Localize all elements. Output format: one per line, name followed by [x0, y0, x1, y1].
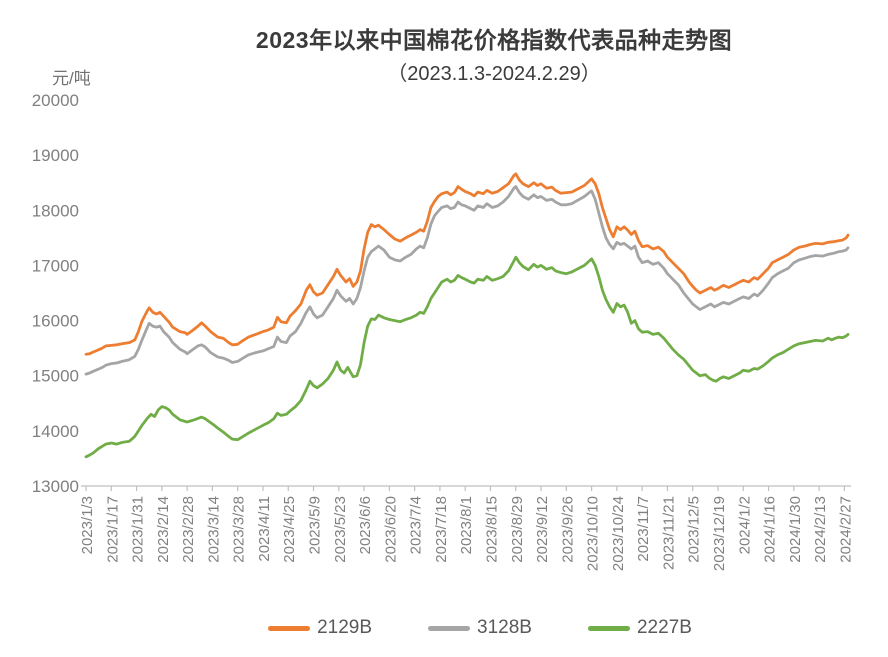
- x-axis: [81, 485, 851, 491]
- legend-label-2129B: 2129B: [317, 617, 373, 638]
- svg-text:2024/2/27: 2024/2/27: [837, 496, 854, 563]
- price-trend-plot: 20000 19000 18000 17000 16000 15000 14000 13000…: [32, 91, 855, 571]
- svg-text:2023/1/17: 2023/1/17: [104, 496, 121, 563]
- svg-text:2023/7/4: 2023/7/4: [408, 496, 425, 554]
- chart-title: 2023年以来中国棉花价格指数代表品种走势图: [255, 27, 733, 53]
- svg-text:2024/1/16: 2024/1/16: [762, 496, 779, 563]
- svg-text:2023/10/24: 2023/10/24: [610, 496, 627, 571]
- legend-item-2129B: 2129B: [268, 617, 372, 639]
- svg-text:2023/3/14: 2023/3/14: [205, 496, 222, 563]
- legend-line-swatch-3128B: [428, 625, 471, 631]
- svg-text:2023/9/26: 2023/9/26: [559, 496, 576, 563]
- series-line-2227B: [84, 255, 850, 459]
- svg-text:2023/1/31: 2023/1/31: [130, 496, 147, 563]
- svg-text:16000: 16000: [32, 312, 79, 331]
- svg-text:2023/4/25: 2023/4/25: [281, 496, 298, 563]
- svg-text:18000: 18000: [32, 201, 79, 220]
- svg-text:14000: 14000: [32, 422, 79, 441]
- svg-text:2023/11/7: 2023/11/7: [635, 496, 652, 562]
- x-axis-labels: 2023/1/3 2023/1/17 2023/1/31 2023/2/14 2023/…: [79, 496, 854, 571]
- svg-text:13000: 13000: [32, 477, 79, 496]
- legend: 2129B 3128B 2227B: [72, 617, 888, 639]
- svg-text:20000: 20000: [32, 91, 79, 110]
- legend-item-3128B: 3128B: [428, 617, 532, 639]
- svg-text:2023/8/1: 2023/8/1: [458, 496, 475, 554]
- svg-text:2023/9/12: 2023/9/12: [534, 496, 551, 563]
- svg-text:17000: 17000: [32, 256, 79, 275]
- svg-text:2023/4/11: 2023/4/11: [256, 496, 273, 562]
- svg-text:2023/2/14: 2023/2/14: [155, 496, 172, 563]
- svg-text:2023/6/6: 2023/6/6: [357, 496, 374, 554]
- legend-line-swatch-2227B: [587, 625, 630, 631]
- svg-text:2023/12/5: 2023/12/5: [686, 496, 703, 563]
- svg-text:2023/6/20: 2023/6/20: [382, 496, 399, 563]
- svg-text:2023/5/23: 2023/5/23: [332, 496, 349, 563]
- svg-text:2023/7/18: 2023/7/18: [433, 496, 450, 563]
- svg-text:2024/2/13: 2024/2/13: [812, 496, 829, 563]
- svg-text:2023/2/28: 2023/2/28: [180, 496, 197, 563]
- svg-text:2023/8/29: 2023/8/29: [509, 496, 526, 563]
- series-line-2129B: [84, 172, 850, 356]
- series-line-3128B: [84, 185, 850, 376]
- chart-subtitle: （2023.1.3-2024.2.29）: [387, 63, 601, 85]
- svg-text:2023/12/19: 2023/12/19: [711, 496, 728, 571]
- svg-text:2023/3/28: 2023/3/28: [231, 496, 248, 563]
- legend-line-swatch-2129B: [268, 625, 311, 631]
- svg-text:2024/1/2: 2024/1/2: [736, 496, 753, 554]
- svg-text:2024/1/30: 2024/1/30: [787, 496, 804, 563]
- svg-text:15000: 15000: [32, 367, 79, 386]
- svg-text:2023/5/9: 2023/5/9: [307, 496, 324, 554]
- svg-text:2023/11/21: 2023/11/21: [660, 496, 677, 570]
- svg-text:2023/1/3: 2023/1/3: [79, 496, 96, 554]
- svg-text:19000: 19000: [32, 146, 79, 165]
- svg-text:2023/8/15: 2023/8/15: [483, 496, 500, 563]
- legend-label-3128B: 3128B: [477, 617, 532, 638]
- y-axis-labels: 20000 19000 18000 17000 16000 15000 14000 13000: [32, 91, 79, 496]
- svg-text:2023/10/10: 2023/10/10: [585, 496, 602, 571]
- legend-label-2227B: 2227B: [636, 617, 692, 638]
- legend-item-2227B: 2227B: [587, 617, 692, 639]
- y-axis-unit-label: 元/吨: [52, 69, 91, 88]
